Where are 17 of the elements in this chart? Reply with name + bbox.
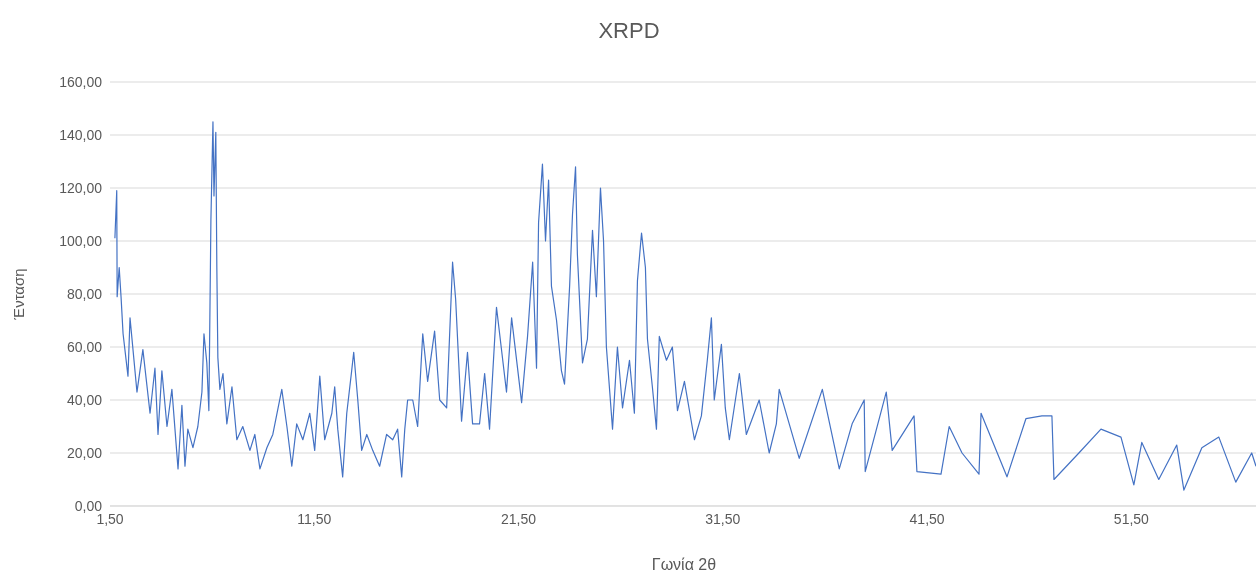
- y-axis-title: Ένταση: [9, 268, 27, 320]
- x-tick-label: 51,50: [1113, 510, 1150, 527]
- y-tick-label: 60,00: [66, 338, 103, 355]
- y-tick-label: 20,00: [66, 444, 103, 461]
- y-tick-label: 160,00: [59, 73, 103, 90]
- x-tick-label: 31,50: [705, 510, 741, 527]
- chart-title: XRPD: [597, 18, 661, 44]
- x-axis-title: Γωνία 2θ: [650, 556, 718, 574]
- y-tick-label: 40,00: [66, 391, 103, 408]
- x-tick-label: 21,50: [501, 510, 537, 527]
- x-tick-label: 41,50: [909, 510, 945, 527]
- y-tick-label: 140,00: [59, 126, 103, 143]
- y-tick-label: 100,00: [59, 232, 103, 249]
- x-tick-label: 11,50: [297, 510, 332, 527]
- line-series: [114, 121, 1256, 491]
- y-tick-label: 80,00: [66, 285, 103, 302]
- y-tick-label: 120,00: [59, 179, 103, 196]
